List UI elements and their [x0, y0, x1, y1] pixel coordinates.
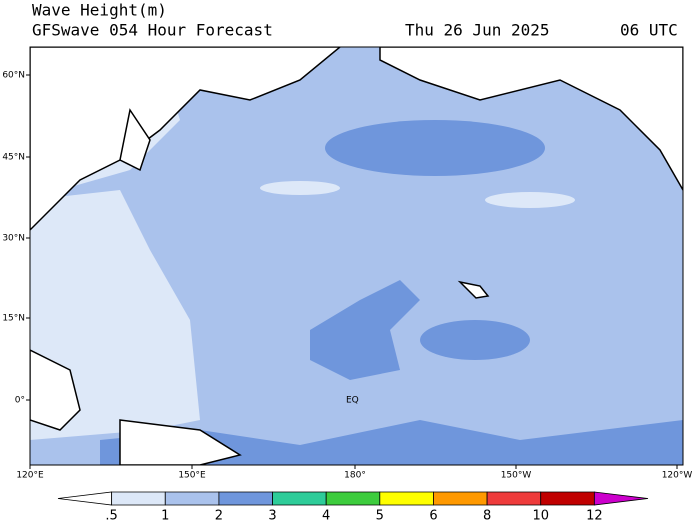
high-wave-area	[325, 120, 545, 176]
colorbar-segment	[325, 491, 381, 506]
title: Wave Height(m)	[32, 1, 167, 20]
lat-axis: 60°N 45°N 30°N 15°N 0°	[2, 71, 30, 406]
lon-label: 150°W	[501, 471, 532, 481]
lon-label: 120°E	[16, 471, 44, 481]
colorbar-label: 3	[268, 509, 276, 524]
high-wave-area	[310, 280, 420, 380]
colorbar-segment	[540, 491, 595, 506]
colorbar-label: 2	[215, 509, 223, 524]
colorbar-label: .5	[105, 509, 117, 524]
date: Thu 26 Jun 2025	[405, 21, 550, 40]
colorbar-label: 8	[483, 509, 491, 524]
low-wave-area	[260, 181, 340, 195]
map-frame	[29, 46, 684, 466]
lon-label: 150°E	[178, 471, 206, 481]
colorbar-segment	[218, 491, 273, 506]
colorbar-label: 10	[532, 509, 549, 524]
lat-label: 45°N	[2, 153, 25, 163]
lat-label: 30°N	[2, 234, 25, 244]
lon-label: 120°W	[662, 471, 693, 481]
high-wave-area	[420, 320, 530, 360]
equator-label: EQ	[346, 396, 359, 406]
colorbar-segment	[272, 491, 327, 506]
colorbar-segment	[111, 491, 166, 506]
philippines-land	[30, 349, 81, 431]
hawaii-land	[457, 280, 490, 299]
lon-axis: 120°E 150°E 180° 150°W 120°W	[16, 465, 692, 481]
lat-label: 60°N	[2, 71, 25, 81]
colorbar-segment	[486, 491, 542, 506]
colorbar-segment	[57, 491, 113, 506]
map: EQ	[29, 46, 684, 466]
lat-label: 0°	[15, 396, 25, 406]
low-wave-area	[485, 192, 575, 208]
japan-land	[119, 108, 151, 172]
asia-land	[30, 47, 342, 232]
colorbar-label: 1	[161, 509, 169, 524]
north-america-land	[379, 47, 683, 192]
high-wave-area	[100, 420, 683, 465]
colorbar-segment	[433, 491, 488, 506]
lat-label: 15°N	[2, 314, 25, 324]
lon-label: 180°	[344, 471, 366, 481]
colorbar-segment	[164, 491, 220, 506]
subtitle: GFSwave 054 Hour Forecast	[32, 21, 273, 40]
time: 06 UTC	[620, 21, 678, 40]
new-guinea-land	[119, 419, 242, 465]
colorbar-label: 12	[586, 509, 603, 524]
colorbar-segment	[593, 491, 649, 506]
colorbar: .5 1 2 3 4 5 6 8 10 12	[57, 491, 649, 524]
colorbar-label: 6	[429, 509, 437, 524]
colorbar-label: 5	[376, 509, 384, 524]
colorbar-label: 4	[322, 509, 330, 524]
colorbar-segment	[379, 491, 434, 506]
